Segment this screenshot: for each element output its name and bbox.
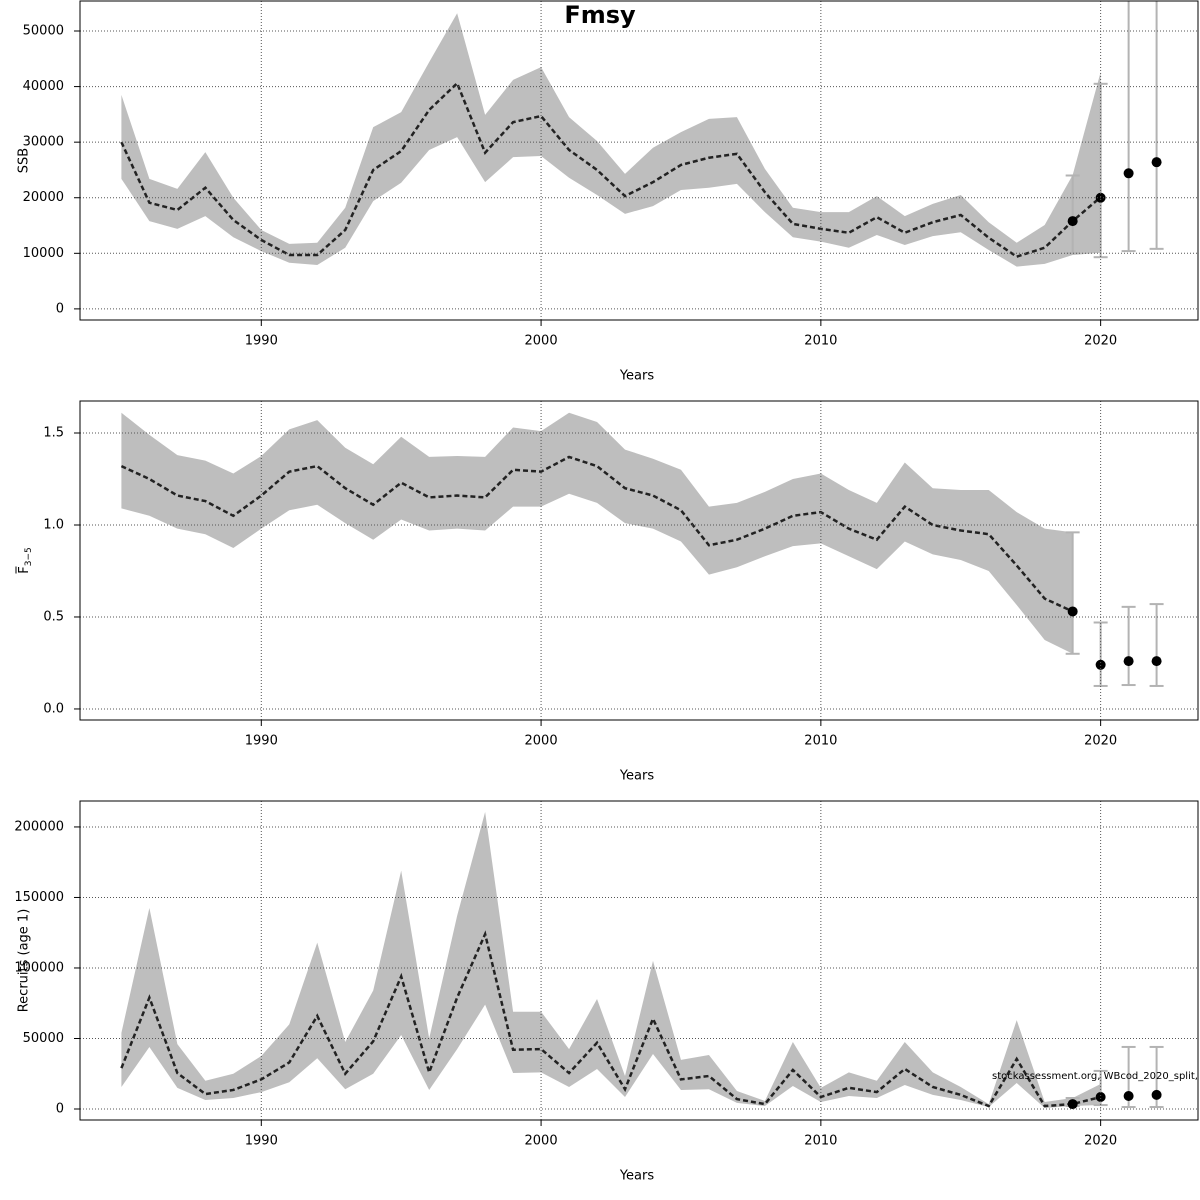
chart-title: Fmsy bbox=[564, 1, 636, 29]
y-tick-label: 20000 bbox=[23, 190, 64, 205]
forecast-point bbox=[1067, 1099, 1078, 1110]
y-tick-label: 50000 bbox=[23, 24, 64, 39]
forecast-point bbox=[1067, 216, 1078, 227]
plot-border bbox=[79, 0, 1199, 321]
forecast-point bbox=[1095, 1092, 1106, 1103]
y-tick-label: 1.5 bbox=[43, 426, 64, 441]
forecast-point bbox=[1151, 656, 1162, 667]
x-axis-label: Years bbox=[619, 769, 655, 784]
y-tick-label: 0.0 bbox=[43, 701, 64, 716]
y-axis-label: Recruits (age 1) bbox=[17, 909, 32, 1013]
y-axis-label-subscript: 3−5 bbox=[24, 547, 34, 566]
y-tick-label: 10000 bbox=[23, 246, 64, 261]
confidence-band bbox=[121, 412, 1073, 654]
plot-area bbox=[120, 812, 1164, 1110]
x-tick-label: 1990 bbox=[245, 734, 278, 749]
plot-area bbox=[120, 1, 1164, 267]
y-tick-label: 40000 bbox=[23, 79, 64, 94]
confidence-band bbox=[121, 13, 1101, 267]
forecast-point bbox=[1095, 659, 1106, 670]
forecast-point bbox=[1067, 606, 1078, 617]
y-tick-label: 0.5 bbox=[43, 609, 64, 624]
annotation: stockassessment.org, WBcod_2020_split, r bbox=[992, 1071, 1200, 1082]
y-axis-label-base: F bbox=[17, 566, 32, 573]
estimate-line bbox=[120, 930, 1101, 1108]
x-tick-label: 2000 bbox=[525, 334, 558, 349]
x-tick-label: 2010 bbox=[804, 334, 837, 349]
x-tick-label: 2020 bbox=[1084, 334, 1117, 349]
x-tick-label: 2010 bbox=[804, 734, 837, 749]
y-tick-label: 200000 bbox=[14, 819, 64, 834]
y-tick-label: 150000 bbox=[14, 890, 64, 905]
x-tick-label: 2000 bbox=[525, 734, 558, 749]
confidence-band bbox=[121, 812, 1101, 1109]
forecast-point bbox=[1123, 168, 1134, 179]
plot-border bbox=[79, 800, 1199, 1121]
y-axis-label: F3−5 bbox=[17, 547, 34, 573]
x-axis-label: Years bbox=[619, 1169, 655, 1184]
y-axis-label: SSB bbox=[17, 148, 32, 173]
x-tick-label: 2010 bbox=[804, 1134, 837, 1149]
forecast-point bbox=[1151, 157, 1162, 168]
forecast-point bbox=[1123, 1091, 1134, 1102]
y-tick-label: 30000 bbox=[23, 135, 64, 150]
x-tick-label: 1990 bbox=[245, 334, 278, 349]
y-tick-label: 100000 bbox=[14, 960, 64, 975]
forecast-point bbox=[1123, 656, 1134, 667]
estimate-line bbox=[120, 81, 1102, 259]
x-axis-label: Years bbox=[619, 369, 655, 384]
y-tick-label: 1.0 bbox=[43, 517, 64, 532]
y-tick-label: 50000 bbox=[23, 1031, 64, 1046]
y-tick-label: 0 bbox=[56, 1102, 64, 1117]
plot-area bbox=[120, 412, 1164, 687]
x-tick-label: 2020 bbox=[1084, 734, 1117, 749]
x-tick-label: 2000 bbox=[525, 1134, 558, 1149]
forecast-point bbox=[1151, 1089, 1162, 1100]
y-tick-label: 0 bbox=[56, 301, 64, 316]
x-tick-label: 1990 bbox=[245, 1134, 278, 1149]
x-tick-label: 2020 bbox=[1084, 1134, 1117, 1149]
plot-border bbox=[79, 400, 1199, 721]
